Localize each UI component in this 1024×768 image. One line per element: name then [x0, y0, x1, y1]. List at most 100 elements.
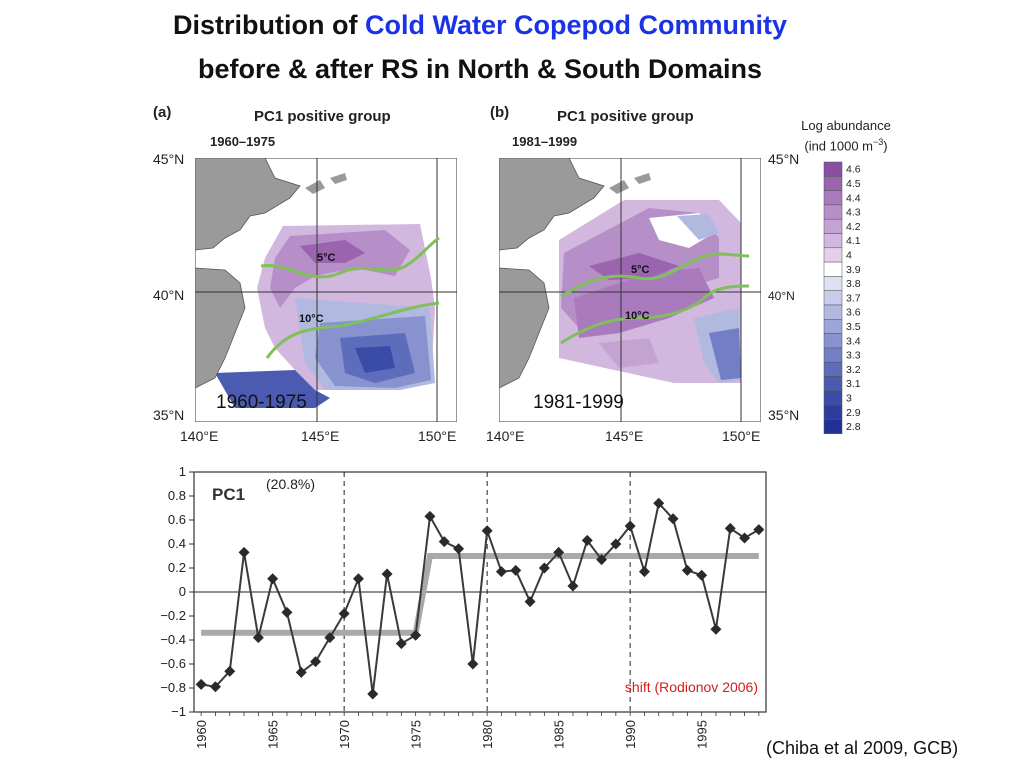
legend-level-label: 3.8: [846, 278, 861, 290]
pc1-point: [667, 513, 679, 525]
legend-level-label: 3.6: [846, 307, 861, 319]
title-highlight: Cold Water Copepod Community: [364, 10, 787, 40]
isotherm-10c: [265, 301, 440, 359]
legend-swatch: [823, 404, 843, 420]
legend-swatch: [823, 376, 843, 392]
x-tick-label: 1995: [695, 720, 710, 749]
y-tick-label: 0.8: [168, 488, 186, 503]
panel-a-group: PC1 positive group: [254, 108, 391, 125]
pc1-point: [267, 573, 279, 585]
legend-title-unit: (ind 1000 m: [804, 138, 874, 154]
pc1-point: [467, 658, 479, 670]
lon-tick-150-b: 150°E: [722, 428, 761, 444]
x-tick-label: 1980: [480, 720, 495, 749]
legend-swatch: [823, 276, 843, 291]
legend-level-label: 3.3: [846, 350, 861, 362]
pc1-point: [681, 564, 693, 576]
legend-title-end: ): [883, 138, 888, 154]
label-b-10c: 10°C: [625, 310, 650, 322]
legend-level-label: 3.1: [846, 378, 861, 390]
legend-swatch: [823, 176, 843, 191]
regime-shift-line: [201, 553, 759, 636]
lon-tick-140-a: 140°E: [180, 428, 219, 444]
legend-level-label: 4.3: [846, 207, 861, 219]
pc1-point: [381, 568, 393, 580]
pc1-point: [295, 666, 307, 678]
pc1-point: [367, 688, 379, 700]
x-tick-label: 1970: [337, 720, 352, 749]
y-tick-label: −1: [171, 704, 186, 719]
y-tick-label: 1: [179, 464, 186, 479]
x-tick-label: 1985: [552, 720, 567, 749]
legend-swatch: [823, 390, 843, 406]
shift-annotation: shift (Rodionov 2006): [625, 679, 758, 695]
pc1-point: [310, 656, 322, 668]
lat-tick-35-b: 35°N: [768, 407, 800, 423]
legend-swatch: [823, 319, 843, 334]
legend-level-label: 4.6: [846, 164, 861, 176]
pc1-point: [224, 665, 236, 677]
legend-swatch: [823, 218, 843, 234]
pc1-point: [696, 569, 708, 581]
panel-b-label: (b): [490, 104, 510, 121]
pc1-point: [538, 562, 550, 574]
lat-tick-45-a: 45°N: [153, 151, 185, 167]
citation: (Chiba et al 2009, GCB): [766, 738, 959, 758]
legend-level-label: 4.1: [846, 235, 861, 247]
map-b-period-overlay: 1981-1999: [533, 392, 624, 413]
pc1-point: [338, 608, 350, 620]
legend-level-label: 3.9: [846, 264, 861, 276]
pc1-point: [753, 524, 765, 536]
lon-tick-145-b: 145°E: [605, 428, 644, 444]
pc1-point: [510, 564, 522, 576]
legend-swatch: [823, 333, 843, 349]
y-tick-label: 0.6: [168, 512, 186, 527]
pc1-point: [209, 681, 221, 693]
y-tick-label: 0.2: [168, 560, 186, 575]
x-tick-label: 1990: [623, 720, 638, 749]
pc1-timeseries-chart: 1 0.8 0.6 0.4 0.2 0 −0.2 −0.4 −0.6 −0.8 −1 1960 1965…: [160, 464, 767, 749]
legend-swatch: [823, 247, 843, 263]
map-b-landmass: [499, 158, 651, 389]
legend-level-label: 2.9: [846, 407, 861, 419]
pc1-point: [624, 520, 636, 532]
pc1-point: [724, 522, 736, 534]
legend-swatch: [823, 419, 843, 434]
pc1-point: [581, 534, 593, 546]
isotherm-b-10c: [560, 284, 750, 345]
lon-tick-145-a: 145°E: [301, 428, 340, 444]
label-5c: 5°C: [317, 252, 336, 264]
legend-title-line2: (ind 1000 m−3): [786, 134, 906, 154]
isotherm-5c: [260, 236, 440, 279]
panel-a-period: 1960–1975: [210, 134, 276, 149]
lat-tick-45-b: 45°N: [768, 151, 800, 167]
legend-level-label: 4.5: [846, 178, 861, 190]
legend-level-label: 3.5: [846, 321, 861, 333]
legend-title-sup: −3: [873, 137, 884, 147]
lat-tick-35-a: 35°N: [153, 407, 185, 423]
legend-swatch: [823, 190, 843, 206]
legend-swatch: [823, 347, 843, 363]
legend-level-label: 4: [846, 250, 852, 262]
x-tick-label: 1965: [266, 720, 281, 749]
label-10c: 10°C: [299, 313, 324, 325]
legend-level-label: 4.4: [846, 192, 861, 204]
panel-b-group: PC1 positive group: [557, 108, 694, 125]
pc1-point: [424, 510, 436, 522]
map-a-abundance-field: [215, 224, 435, 408]
panel-b-period: 1981–1999: [512, 134, 578, 149]
legend-level-label: 3.2: [846, 364, 861, 376]
pc1-point: [252, 632, 264, 644]
pc1-point: [281, 606, 293, 618]
legend-swatch: [823, 361, 843, 377]
lon-tick-150-a: 150°E: [418, 428, 457, 444]
pc1-point: [653, 497, 665, 509]
y-tick-label: −0.4: [160, 632, 186, 647]
lon-tick-140-b: 140°E: [486, 428, 525, 444]
legend-title-line1: Log abundance: [801, 118, 891, 133]
pc1-point: [524, 596, 536, 608]
pc1-point: [453, 543, 465, 555]
pc1-point: [553, 546, 565, 558]
pc1-point: [610, 538, 622, 550]
legend-title: Log abundance (ind 1000 m−3): [786, 118, 906, 154]
